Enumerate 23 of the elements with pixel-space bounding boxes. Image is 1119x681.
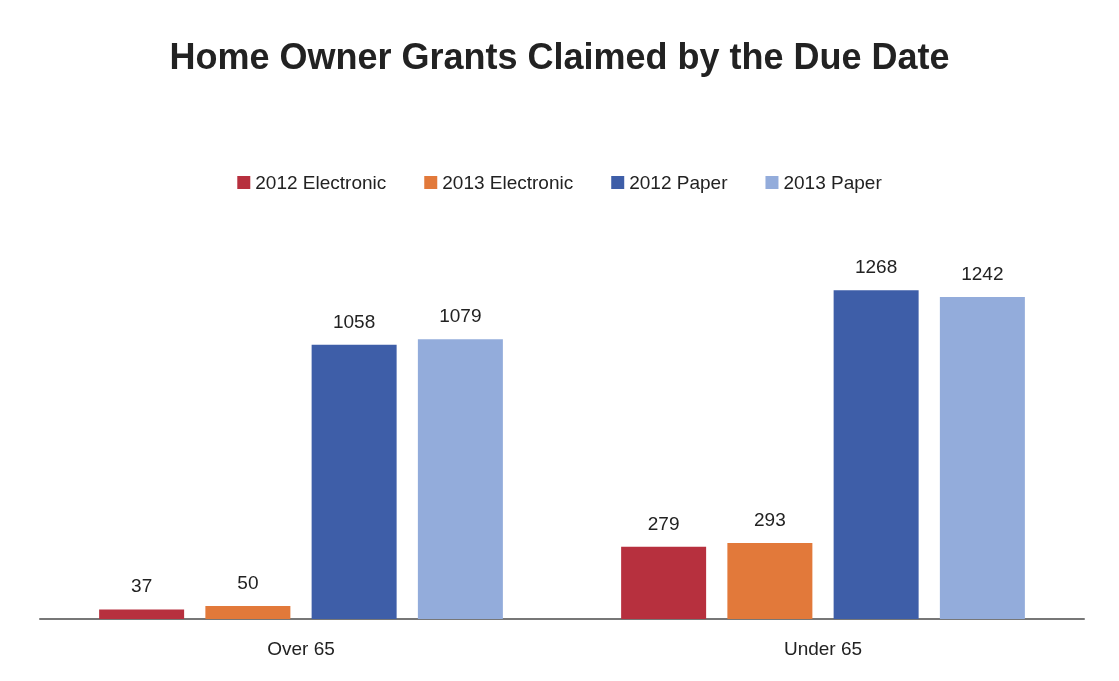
chart-title: Home Owner Grants Claimed by the Due Date — [169, 35, 950, 79]
bar — [939, 296, 1025, 619]
bar — [205, 606, 291, 619]
bar — [727, 543, 813, 619]
data-label: 1058 — [332, 310, 376, 332]
x-tick-label: Under 65 — [783, 638, 863, 659]
data-label: 293 — [754, 509, 786, 531]
data-label: 1268 — [854, 256, 898, 278]
data-label: 1242 — [961, 262, 1004, 284]
bar — [833, 290, 919, 619]
data-label: 1079 — [439, 305, 482, 327]
bar — [417, 339, 503, 619]
data-label: 50 — [237, 572, 259, 594]
legend-label: 2012 Electronic — [255, 172, 387, 193]
x-tick-label: Over 65 — [267, 638, 335, 659]
bar — [99, 609, 185, 619]
bar — [311, 344, 397, 619]
legend-label: 2012 Paper — [629, 172, 729, 193]
data-label: 37 — [131, 575, 153, 597]
legend-label: 2013 Electronic — [442, 172, 574, 193]
legend-label: 2013 Paper — [783, 172, 883, 193]
data-label: 279 — [647, 512, 680, 534]
bar — [621, 546, 707, 619]
